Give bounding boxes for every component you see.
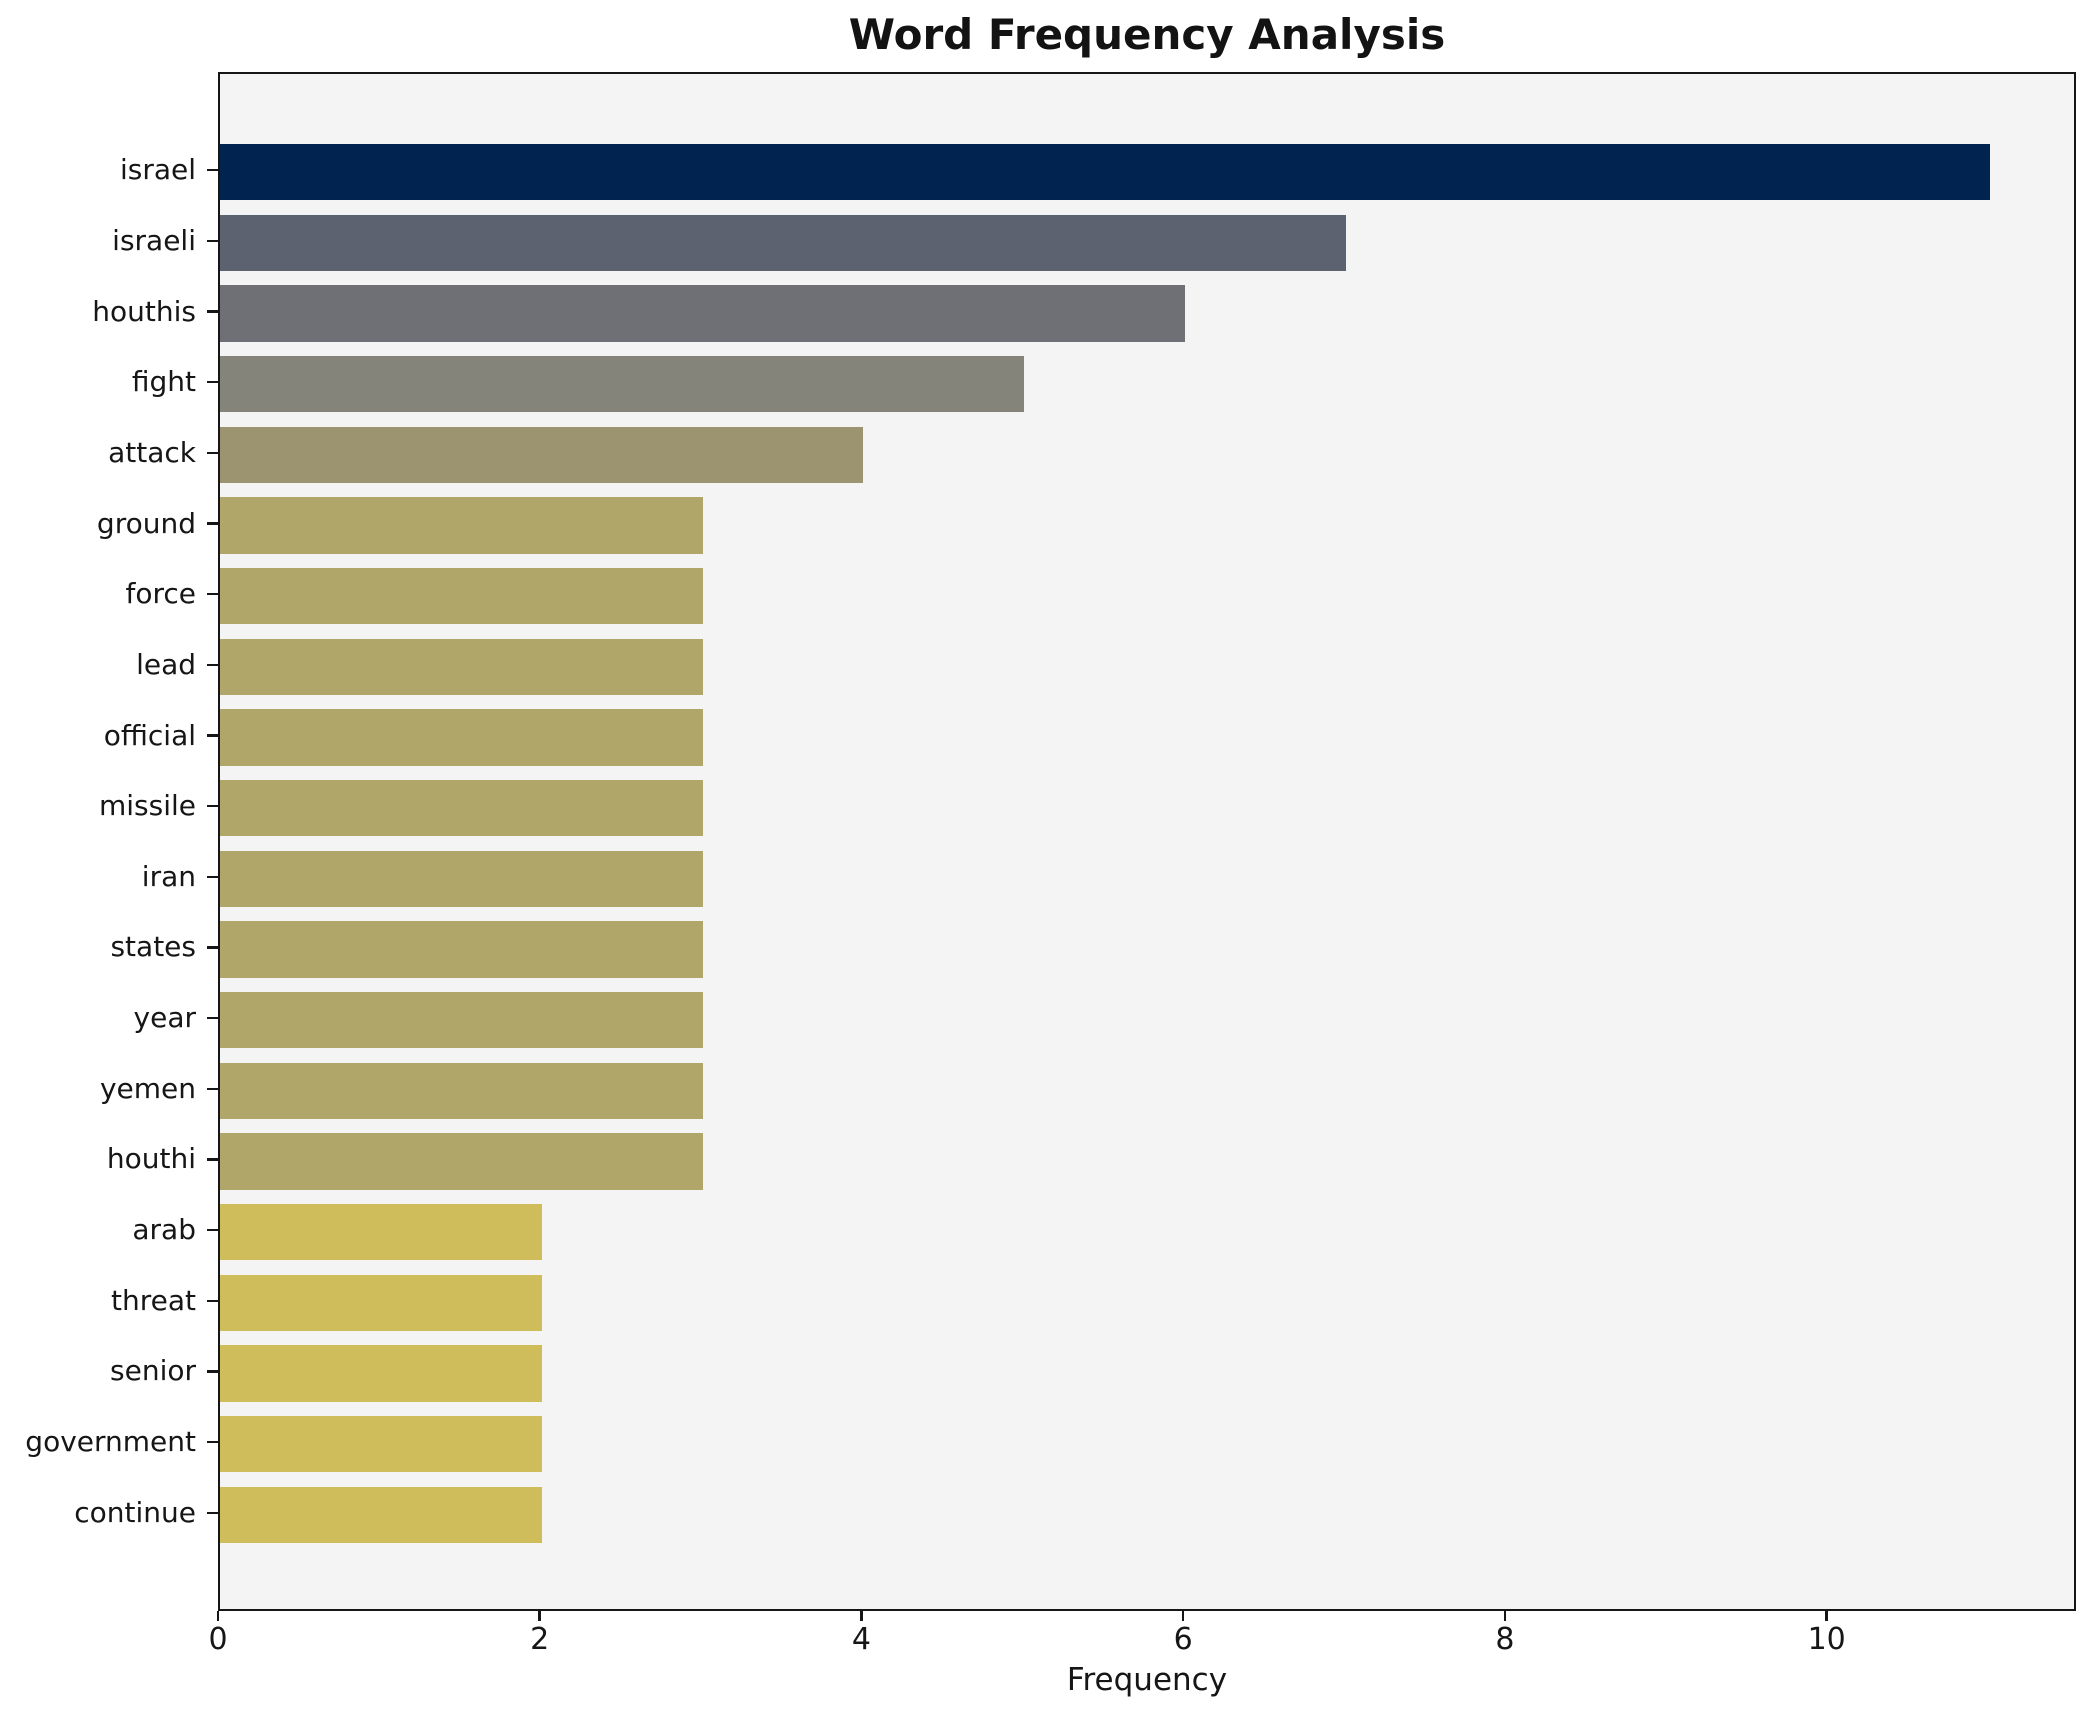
bar-iran [220,850,703,908]
y-tick-mark [207,1299,218,1303]
bar-fight [220,355,1025,413]
y-tick-mark [207,451,218,455]
bar-official [220,709,703,766]
y-tick-label-states: states [110,930,196,964]
y-tick-mark [207,592,218,596]
y-tick-label-yemen: yemen [99,1071,196,1105]
bar-government [220,1415,542,1473]
x-axis-label: Frequency [1066,1662,1228,1698]
bar-threat [220,1274,542,1332]
x-tick-label-4: 4 [851,1622,871,1657]
y-tick-mark [207,1511,218,1515]
y-tick-mark [207,168,218,172]
y-tick-mark [207,310,218,313]
y-tick-label-houthis: houthis [92,294,196,328]
y-tick-mark [207,663,218,667]
x-tick-mark [860,1611,863,1621]
chart-title: Word Frequency Analysis [848,10,1446,59]
x-tick-label-0: 0 [208,1622,228,1657]
y-tick-mark [207,946,218,949]
x-tick-label-8: 8 [1495,1622,1515,1657]
y-tick-mark [207,380,218,384]
bar-israel [220,143,1990,201]
plot-area [218,72,2076,1611]
y-tick-mark [207,522,218,525]
y-tick-label-force: force [125,577,196,611]
bar-yemen [220,1062,703,1120]
y-tick-mark [207,875,218,879]
y-tick-mark [207,1158,218,1161]
bar-force [220,567,703,625]
y-tick-label-lead: lead [136,647,196,681]
y-tick-label-continue: continue [74,1495,196,1529]
bar-continue [220,1486,542,1544]
bar-israeli [220,214,1347,272]
y-tick-label-iran: iran [141,859,196,893]
y-tick-mark [207,239,218,243]
y-tick-label-attack: attack [108,435,196,469]
x-tick-mark [1825,1611,1828,1621]
y-tick-label-arab: arab [132,1213,196,1247]
y-tick-label-ground: ground [96,506,196,540]
bar-lead [220,638,703,696]
y-tick-label-israeli: israeli [112,223,196,257]
y-tick-label-missile: missile [98,789,196,823]
bar-states [220,921,703,978]
y-tick-label-government: government [25,1425,196,1459]
x-tick-mark [538,1611,541,1621]
bar-year [220,991,703,1049]
y-tick-label-threat: threat [111,1283,196,1317]
y-tick-label-fight: fight [131,365,196,399]
x-tick-mark [216,1611,220,1621]
y-tick-mark [207,1016,218,1020]
bar-missile [220,779,703,837]
x-tick-label-10: 10 [1807,1622,1846,1657]
y-tick-label-israel: israel [119,153,196,187]
x-tick-label-2: 2 [530,1622,550,1657]
x-tick-mark [1503,1611,1507,1621]
y-tick-label-senior: senior [110,1354,196,1388]
bar-senior [220,1345,542,1402]
y-tick-mark [207,1370,218,1373]
y-tick-label-houthi: houthi [106,1142,196,1176]
y-tick-mark [207,1440,218,1444]
y-tick-mark [207,1087,218,1091]
y-tick-mark [207,804,218,808]
x-tick-mark [1181,1611,1185,1621]
x-tick-label-6: 6 [1173,1622,1193,1657]
y-tick-mark [207,734,218,737]
y-tick-label-official: official [103,718,196,752]
bar-houthis [220,285,1186,342]
bar-ground [220,497,703,554]
y-tick-mark [207,1228,218,1232]
bar-attack [220,426,864,484]
bar-arab [220,1203,542,1261]
y-tick-label-year: year [133,1001,196,1035]
bar-houthi [220,1133,703,1190]
